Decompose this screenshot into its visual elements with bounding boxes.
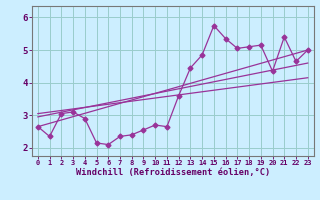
X-axis label: Windchill (Refroidissement éolien,°C): Windchill (Refroidissement éolien,°C): [76, 168, 270, 177]
